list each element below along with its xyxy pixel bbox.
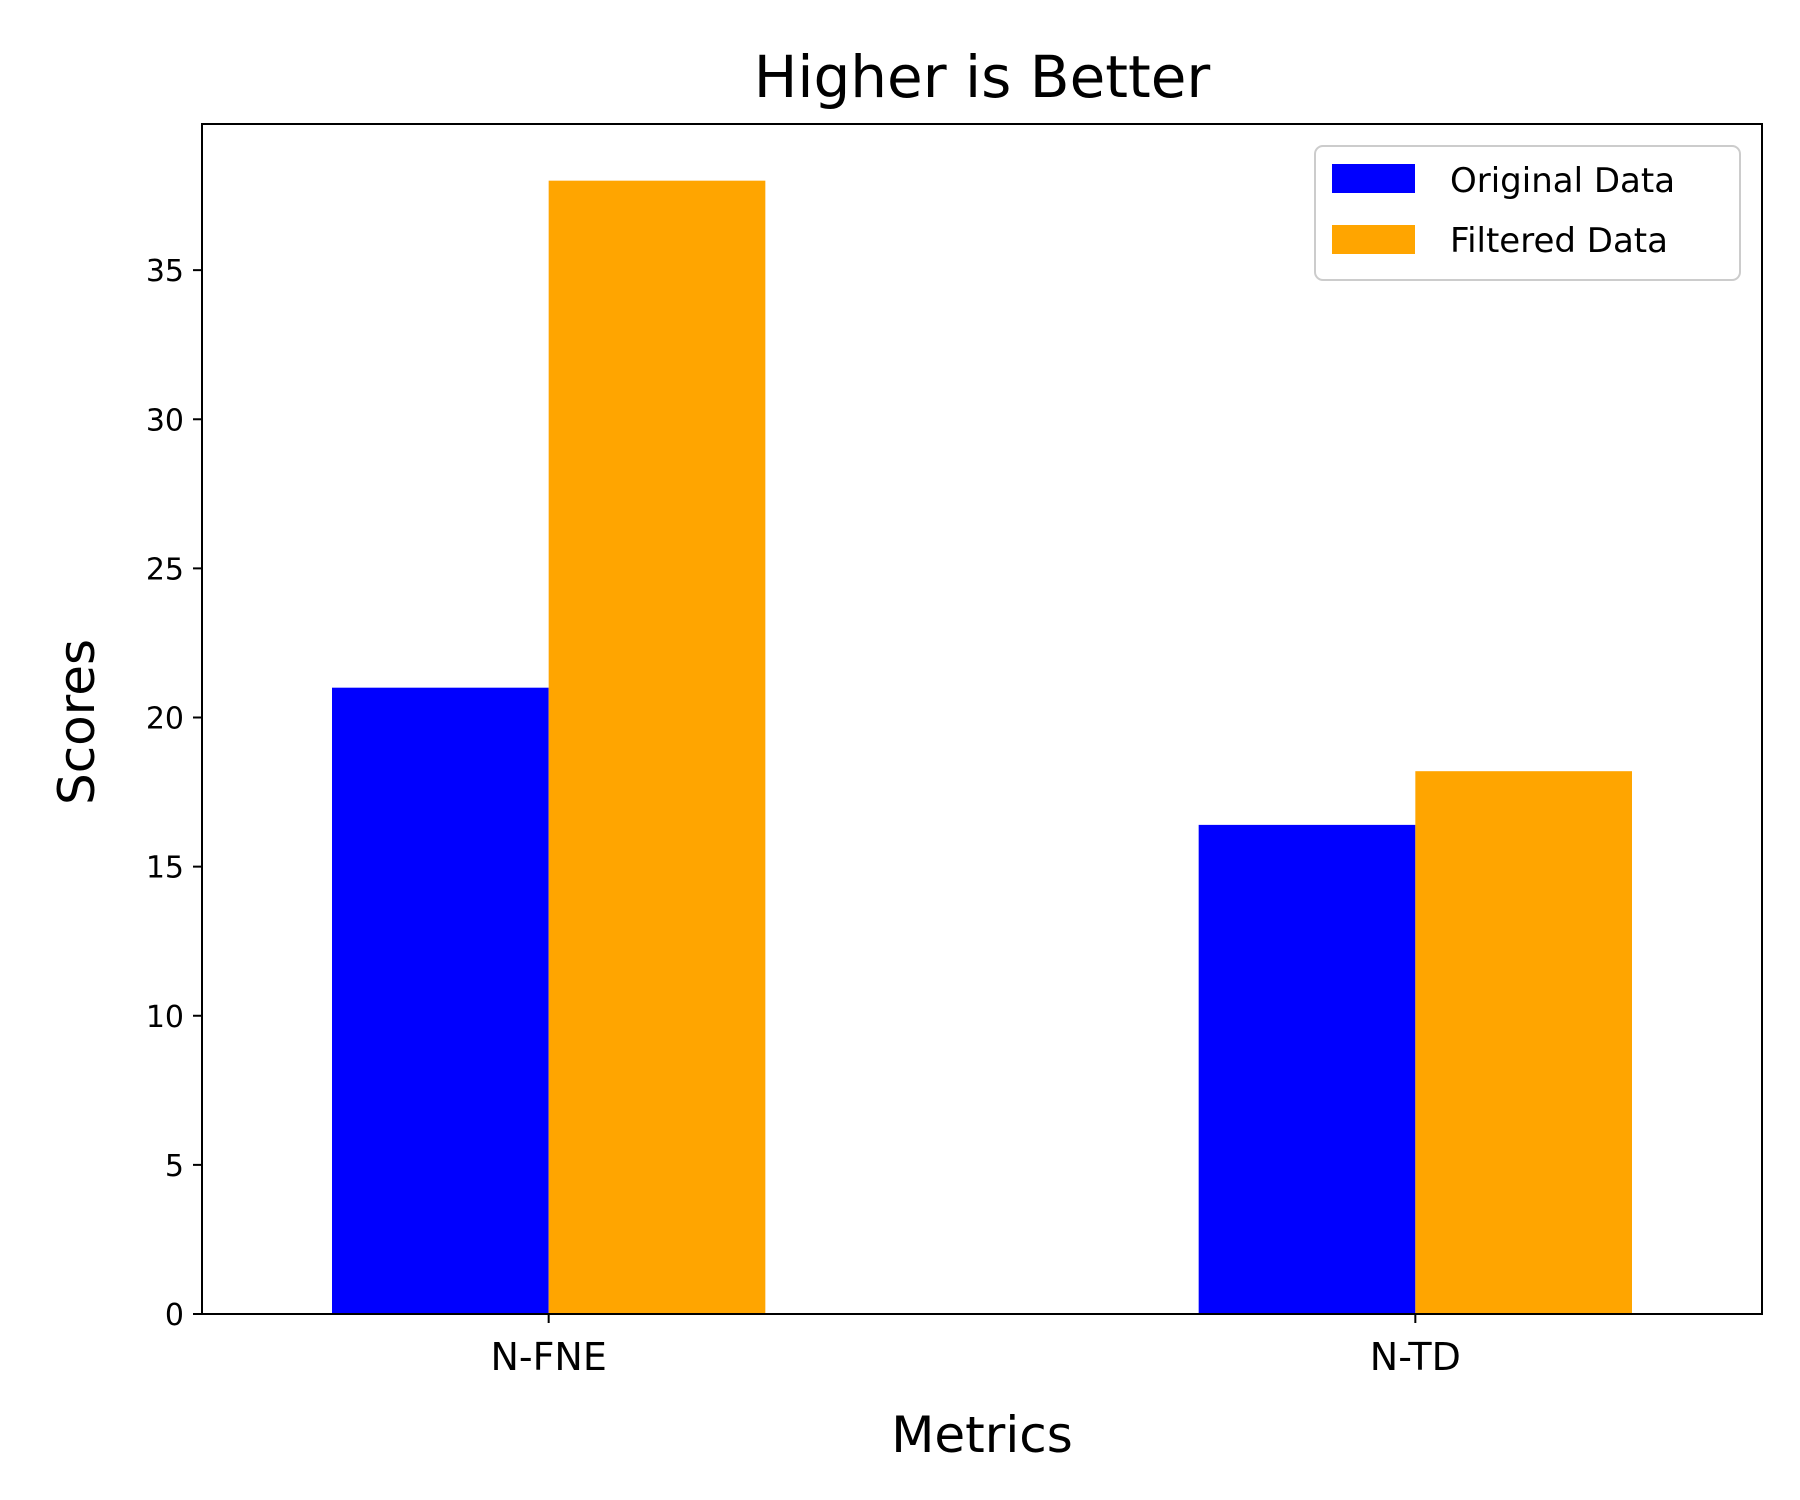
legend-label-filtered-data: Filtered Data [1450,221,1668,261]
y-tick-label-30: 30 [146,403,184,438]
bar-n-td-filtered-data [1415,771,1632,1314]
legend-label-original-data: Original Data [1450,161,1675,201]
legend-swatch-original-data [1332,164,1415,193]
y-tick-label-20: 20 [146,702,184,737]
bars-group [332,180,1632,1315]
chart-title: Higher is Better [754,43,1211,111]
y-tick-label-10: 10 [146,1000,184,1035]
plot-frame [201,123,1763,1315]
legend-box [1314,145,1741,281]
legend: Original Data Filtered Data [1314,145,1741,281]
x-tick-label-n-fne: N-FNE [490,1335,606,1379]
x-axis-title: Metrics [891,1406,1073,1464]
y-tick-label-5: 5 [165,1149,184,1184]
y-tick-label-0: 0 [165,1298,184,1333]
bar-n-td-original-data [1198,824,1416,1314]
legend-swatch-filtered-data [1332,225,1415,254]
x-axis: N-FNE N-TD [490,1314,1461,1379]
bar-n-fne-filtered-data [548,180,766,1315]
bar-n-fne-original-data [332,687,549,1314]
y-axis-title: Scores [48,639,106,805]
x-tick-label-n-td: N-TD [1370,1335,1461,1379]
y-tick-label-15: 15 [146,851,184,886]
y-axis: 0 5 10 15 20 25 30 35 [146,254,202,1333]
y-tick-label-35: 35 [146,254,184,289]
y-tick-label-25: 25 [146,552,184,587]
